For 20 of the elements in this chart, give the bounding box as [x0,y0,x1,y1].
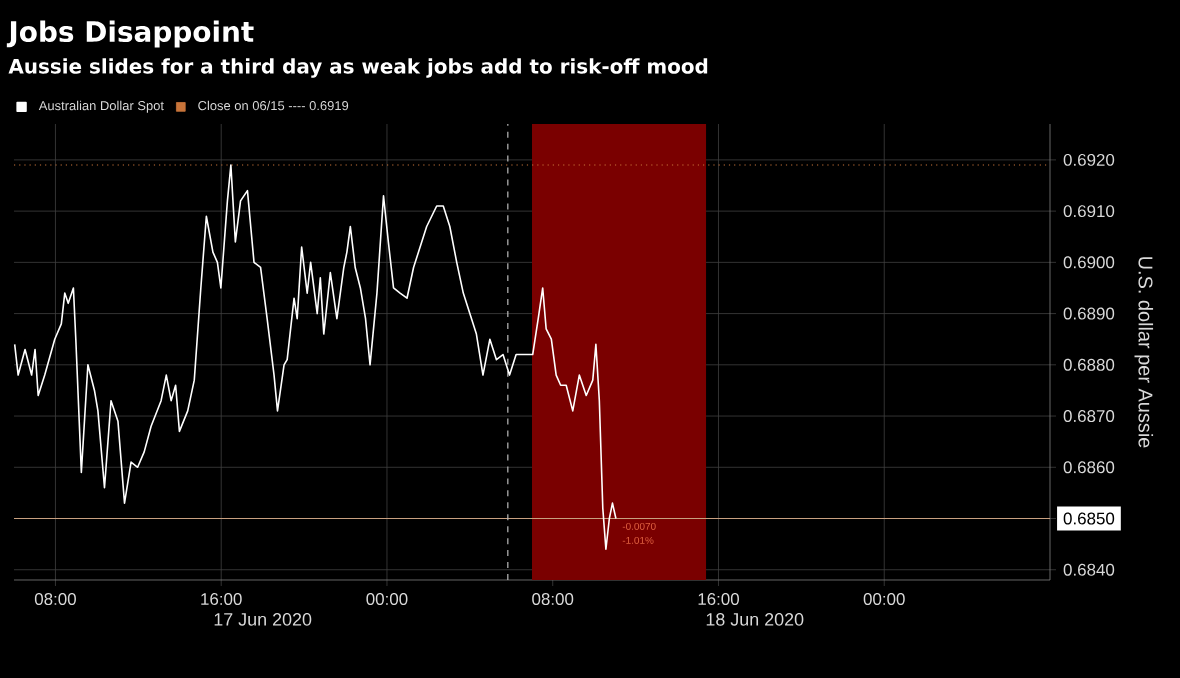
x-tick-label: 08:00 [34,593,76,606]
x-tick-label: 00:00 [863,593,905,606]
y-tick-label: 0.6860 [1063,461,1115,474]
x-tick-label: 16:00 [201,593,242,606]
y-axis-title: U.S. dollar per Aussie [1134,257,1154,448]
y-tick-label: 0.6880 [1063,358,1115,371]
y-tick-label: 0.6840 [1063,563,1115,576]
chart-title: Jobs Disappoint [6,20,254,48]
y-tick-label: 0.6870 [1063,410,1115,423]
text: 18 Jun 2020 [706,613,804,626]
x-tick-label: 00:00 [366,593,408,606]
chart-subtitle: Aussie slides for a third day as weak jobs add to risk-off mood [8,58,708,78]
x-tick-label: 16:00 [698,593,739,606]
y-tick-label: 0.6890 [1063,307,1115,320]
text: 17 Jun 2020 [214,613,312,626]
y-tick-label: 0.6850 [1063,512,1115,525]
x-tick-label: 08:00 [532,593,574,606]
y-tick-label: 0.6900 [1063,256,1115,269]
y-tick-label: 0.6920 [1063,153,1115,166]
y-tick-label: 0.6910 [1063,205,1115,218]
